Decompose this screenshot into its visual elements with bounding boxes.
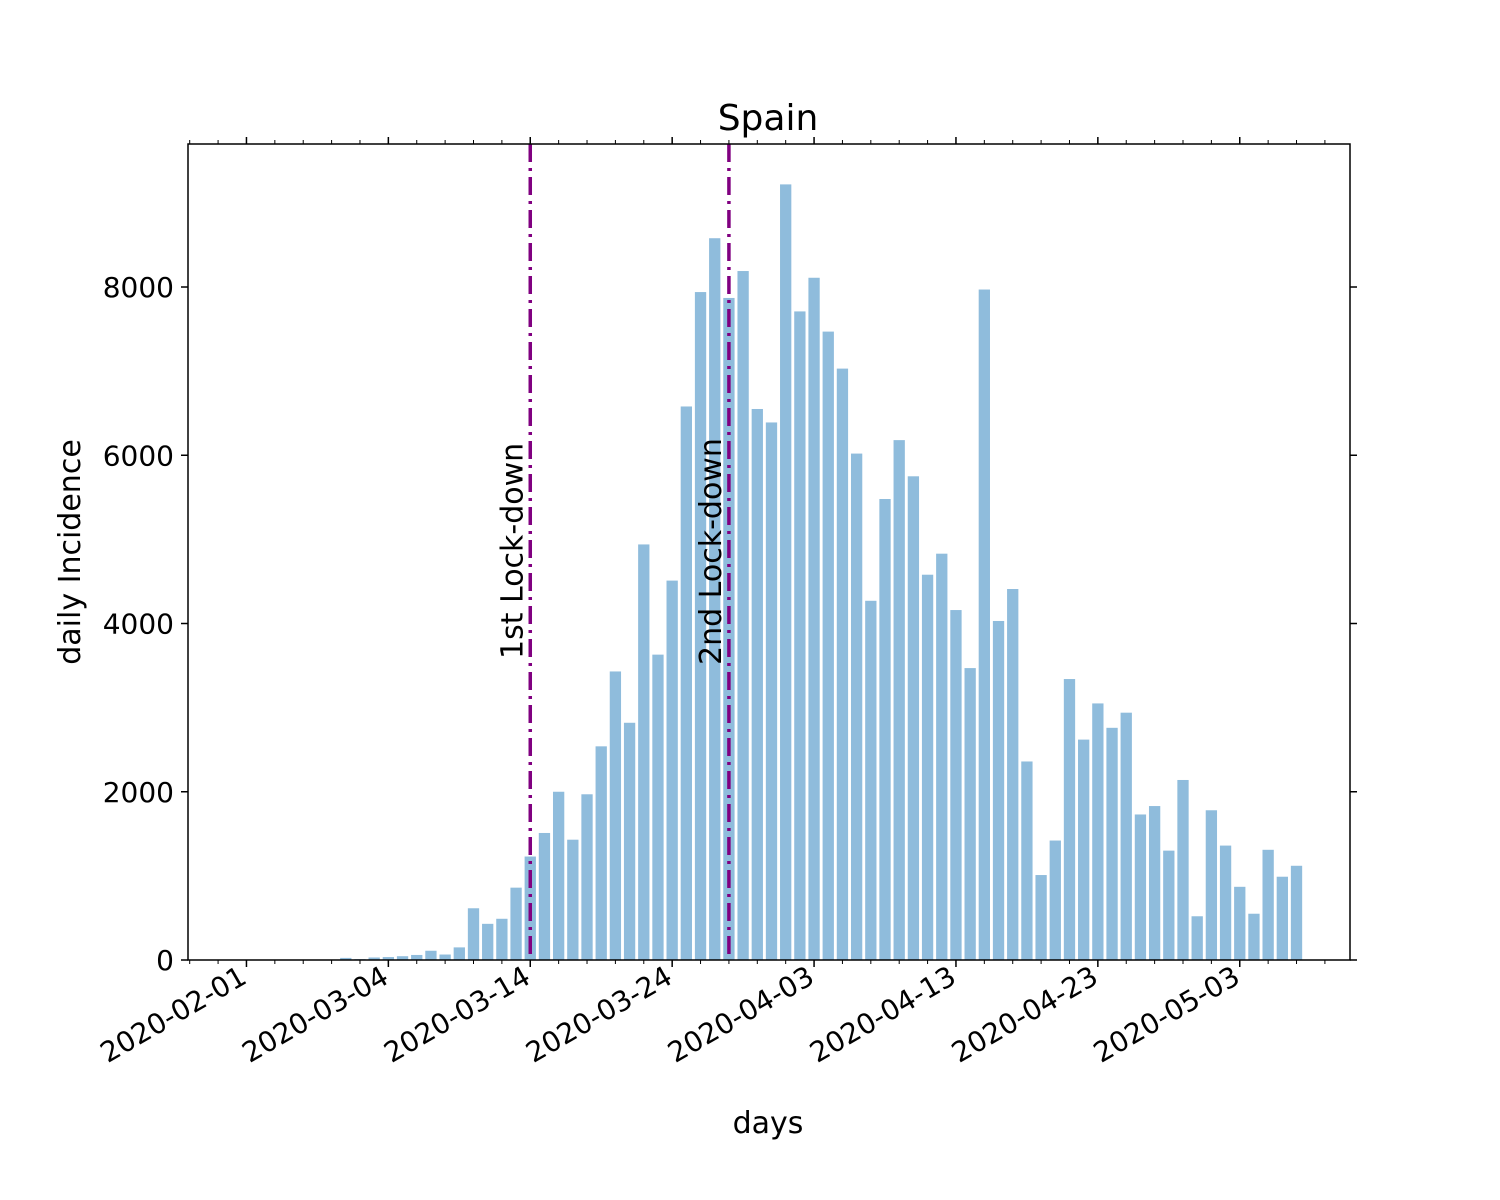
bar bbox=[794, 311, 806, 960]
bar bbox=[709, 238, 721, 961]
bar bbox=[1063, 679, 1076, 960]
bar bbox=[723, 297, 735, 960]
x-tick-label: 2020-04-03 bbox=[662, 959, 819, 1069]
bar bbox=[638, 544, 650, 960]
bar bbox=[567, 839, 579, 960]
bar bbox=[680, 406, 692, 961]
bar bbox=[340, 957, 352, 960]
bar bbox=[893, 440, 905, 960]
bar bbox=[936, 553, 948, 960]
bar bbox=[595, 746, 607, 960]
lockdown-label: 2nd Lock-down bbox=[694, 438, 729, 665]
bar bbox=[1035, 875, 1047, 960]
bar bbox=[510, 887, 522, 960]
bar bbox=[1290, 865, 1303, 960]
bar bbox=[1219, 845, 1232, 960]
y-tick-label: 8000 bbox=[103, 271, 174, 304]
x-tick-label: 2020-05-03 bbox=[1088, 959, 1245, 1069]
x-tick-label: 2020-04-23 bbox=[946, 959, 1103, 1069]
bar bbox=[552, 791, 565, 960]
x-tick-label: 2020-03-14 bbox=[378, 959, 535, 1069]
plot-frame bbox=[187, 143, 1351, 961]
bar bbox=[964, 668, 976, 960]
bar bbox=[425, 950, 437, 960]
x-axis-label: days bbox=[733, 1106, 804, 1141]
bar bbox=[1148, 806, 1161, 960]
bar bbox=[1262, 849, 1274, 960]
bar bbox=[1234, 886, 1246, 960]
bar bbox=[666, 580, 678, 960]
bar bbox=[467, 908, 480, 960]
bar bbox=[1134, 814, 1147, 960]
bar bbox=[921, 574, 934, 960]
bar bbox=[496, 918, 508, 960]
y-tick-label: 0 bbox=[156, 944, 174, 977]
chart-title: Spain bbox=[718, 98, 819, 139]
bar bbox=[411, 954, 423, 960]
bar bbox=[1049, 840, 1061, 960]
bar bbox=[1248, 913, 1260, 960]
bar bbox=[950, 610, 962, 960]
bars bbox=[340, 184, 1303, 961]
bar bbox=[652, 654, 664, 960]
bar bbox=[1007, 589, 1019, 960]
bar bbox=[1163, 850, 1175, 960]
bar bbox=[808, 277, 820, 960]
y-tick-label: 2000 bbox=[103, 776, 174, 809]
bar bbox=[382, 957, 395, 960]
y-tick-label: 4000 bbox=[103, 608, 174, 641]
bar bbox=[1120, 712, 1132, 960]
bar bbox=[1276, 876, 1288, 960]
bar bbox=[581, 794, 593, 960]
bar bbox=[1078, 739, 1090, 960]
bar bbox=[879, 499, 891, 960]
lockdown-label: 1st Lock-down bbox=[495, 443, 530, 659]
bar bbox=[1106, 727, 1118, 960]
bar bbox=[1205, 810, 1218, 960]
bar bbox=[992, 620, 1005, 960]
bar bbox=[453, 947, 465, 960]
bar bbox=[1092, 703, 1104, 960]
y-axis-label: daily Incidence bbox=[53, 439, 88, 665]
bar bbox=[907, 476, 920, 960]
bar bbox=[368, 957, 380, 960]
bar bbox=[482, 923, 494, 960]
x-tick-label: 2020-04-13 bbox=[804, 959, 961, 1069]
bar bbox=[978, 289, 990, 960]
x-tick-label: 2020-03-24 bbox=[520, 959, 677, 1069]
bar bbox=[439, 954, 451, 960]
bar bbox=[751, 408, 763, 960]
bar bbox=[1021, 761, 1033, 960]
bar bbox=[865, 600, 877, 960]
bar bbox=[836, 368, 849, 960]
x-tick-label: 2020-03-04 bbox=[236, 959, 393, 1069]
bar bbox=[737, 271, 749, 960]
bar bbox=[1177, 779, 1189, 960]
bar bbox=[850, 453, 863, 960]
bar bbox=[1191, 916, 1203, 960]
bar bbox=[765, 422, 778, 960]
y-axis: 0 2000 4000 6000 8000 bbox=[103, 271, 1357, 977]
y-tick-label: 6000 bbox=[103, 439, 174, 472]
bar bbox=[780, 184, 792, 960]
bar bbox=[694, 292, 707, 960]
bar bbox=[623, 722, 636, 960]
vlines: 1st Lock-down 2nd Lock-down bbox=[495, 144, 731, 960]
bar bbox=[538, 832, 551, 960]
bar bbox=[822, 331, 834, 961]
bar bbox=[396, 956, 409, 960]
bar bbox=[609, 671, 622, 960]
